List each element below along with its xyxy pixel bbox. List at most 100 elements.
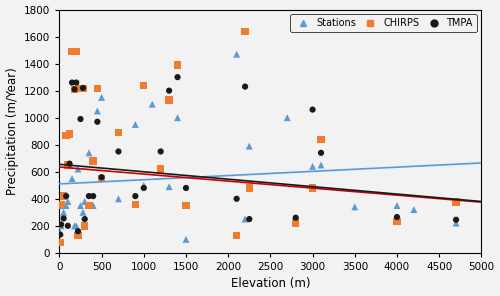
Point [89, 203, 97, 208]
Point [76, 203, 84, 208]
Point [79, 210, 87, 215]
Point [94, 109, 102, 113]
Point [56, 232, 64, 237]
Y-axis label: Precipitation (m/Year): Precipitation (m/Year) [6, 67, 18, 195]
Point [56, 230, 64, 235]
Point [156, 149, 164, 154]
Point [66, 161, 74, 166]
Point [452, 200, 460, 205]
Point [114, 149, 122, 154]
Point [308, 164, 316, 169]
Point [64, 163, 72, 167]
Point [70, 223, 78, 228]
Point [64, 223, 72, 228]
Point [317, 163, 325, 167]
X-axis label: Elevation (m): Elevation (m) [230, 277, 310, 290]
Point [132, 202, 140, 207]
Point [393, 203, 401, 208]
Point [72, 49, 80, 54]
Point [182, 237, 190, 242]
Point [241, 217, 249, 221]
Point [68, 49, 76, 54]
Legend: Stations, CHIRPS, TMPA: Stations, CHIRPS, TMPA [290, 15, 476, 32]
Point [174, 115, 182, 120]
Point [182, 203, 190, 208]
Point [114, 130, 122, 135]
Point [148, 102, 156, 107]
Point [85, 203, 93, 208]
Point [156, 167, 164, 171]
Point [132, 194, 140, 198]
Point [308, 186, 316, 190]
Point [66, 163, 74, 167]
Point [68, 80, 76, 85]
Point [79, 86, 87, 90]
Point [393, 215, 401, 219]
Point [57, 223, 65, 228]
Point [292, 215, 300, 220]
Point [98, 176, 106, 181]
Point [308, 107, 316, 112]
Point [452, 221, 460, 226]
Point [66, 131, 74, 136]
Point [74, 167, 82, 171]
Point [57, 202, 65, 207]
Point [284, 115, 292, 120]
Point [410, 207, 418, 212]
Point [232, 197, 240, 201]
Point [74, 233, 82, 238]
Point [165, 88, 173, 93]
Point [72, 80, 80, 85]
Point [292, 221, 300, 226]
Point [76, 117, 84, 121]
Point [241, 29, 249, 33]
Point [165, 184, 173, 189]
Point [80, 223, 88, 228]
Point [80, 199, 88, 204]
Point [68, 176, 76, 181]
Point [89, 159, 97, 163]
Point [60, 216, 68, 221]
Point [60, 210, 68, 215]
Point [351, 205, 359, 209]
Point [64, 199, 72, 204]
Point [182, 186, 190, 190]
Point [58, 203, 66, 208]
Point [165, 98, 173, 102]
Point [80, 217, 88, 221]
Point [140, 183, 148, 188]
Point [174, 75, 182, 80]
Point [246, 217, 254, 221]
Point [85, 194, 93, 198]
Point [246, 186, 254, 190]
Point [393, 219, 401, 224]
Point [76, 86, 84, 91]
Point [452, 217, 460, 222]
Point [62, 203, 70, 208]
Point [72, 223, 80, 228]
Point [57, 222, 65, 227]
Point [60, 194, 68, 198]
Point [79, 86, 87, 91]
Point [246, 144, 254, 149]
Point [232, 52, 240, 57]
Point [98, 95, 106, 100]
Point [56, 240, 64, 245]
Point [232, 233, 240, 238]
Point [140, 83, 148, 88]
Point [174, 63, 182, 67]
Point [85, 150, 93, 155]
Point [292, 221, 300, 226]
Point [94, 119, 102, 124]
Point [114, 197, 122, 201]
Point [98, 175, 106, 180]
Point [74, 229, 82, 234]
Point [140, 186, 148, 190]
Point [132, 122, 140, 127]
Point [317, 137, 325, 142]
Point [62, 133, 70, 138]
Point [89, 194, 97, 198]
Point [70, 87, 78, 92]
Point [62, 194, 70, 198]
Point [94, 86, 102, 91]
